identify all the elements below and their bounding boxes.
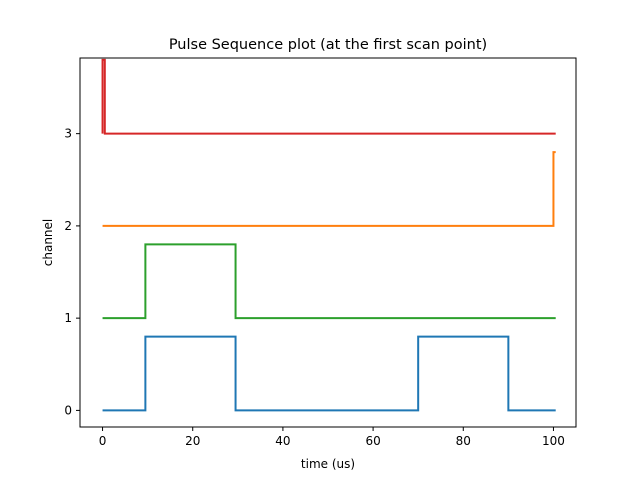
x-tick-label: 60: [365, 434, 380, 448]
x-tick-label: 40: [275, 434, 290, 448]
x-axis-label: time (us): [301, 457, 355, 471]
x-tick-label: 80: [456, 434, 471, 448]
series-line-channel-1: [102, 243, 556, 320]
y-tick-label: 2: [64, 219, 72, 233]
axis-ticks: 0 20 40 60 80 100 0 1 2 3: [64, 127, 565, 448]
x-tick-label: 20: [185, 434, 200, 448]
x-tick-label: 100: [542, 434, 565, 448]
y-axis-label: channel: [41, 219, 55, 266]
y-tick-label: 0: [64, 403, 72, 417]
y-tick-label: 1: [64, 311, 72, 325]
chart-title: Pulse Sequence plot (at the first scan p…: [169, 37, 487, 53]
plot-area: [101, 58, 556, 412]
series-line-channel-3: [101, 58, 556, 135]
y-tick-label: 3: [64, 127, 72, 141]
series-line-channel-2: [102, 151, 556, 227]
axes-frame: [79, 57, 577, 428]
series-line-channel-0: [102, 335, 556, 412]
x-tick-label: 0: [99, 434, 107, 448]
